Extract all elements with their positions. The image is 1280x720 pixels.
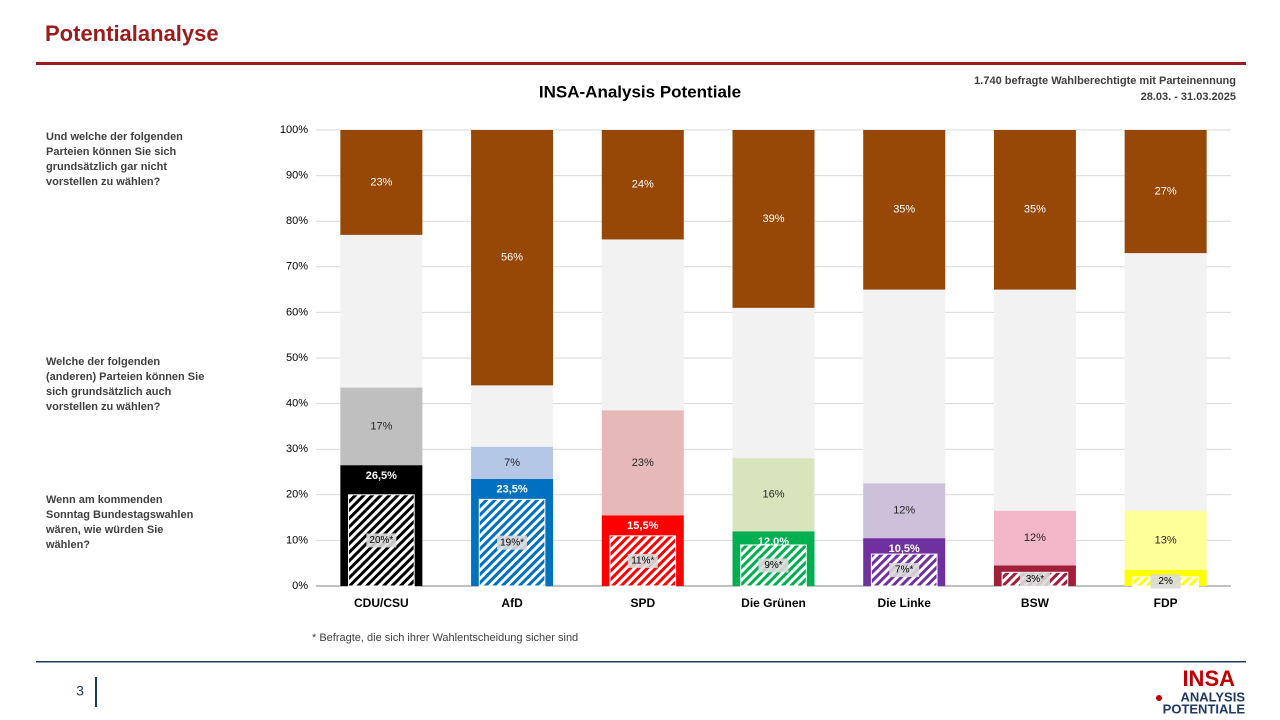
y-tick-label: 10% [286,534,308,546]
value-label: 12% [1024,532,1046,544]
value-label: 17% [370,420,392,432]
value-label: 56% [501,252,523,264]
title-rule [36,62,1246,65]
x-tick-label: BSW [1021,596,1050,610]
value-label: 16% [762,489,784,501]
y-tick-label: 70% [286,261,308,273]
bar-segment [340,130,423,235]
y-tick-label: 60% [286,306,308,318]
value-label: 23% [370,176,392,188]
page-bar [95,677,97,707]
y-tick-label: 20% [286,489,308,501]
value-label: 23% [632,457,654,469]
sure-label-bg [1019,572,1050,587]
value-label: 12% [893,505,915,517]
footer-rule [36,661,1246,663]
legend-text: Welche der folgenden (anderen) Parteien … [46,356,205,413]
sure-label-bg [889,563,920,578]
sure-bar [740,544,807,587]
value-label: 23,5% [496,484,527,496]
y-tick-label: 90% [286,170,308,182]
bar-segment [1124,130,1207,254]
x-tick-label: AfD [501,596,523,610]
sure-label: 7%* [895,565,913,576]
y-tick-label: 30% [286,443,308,455]
bar-segment [732,458,815,532]
logo-dot [1156,695,1162,701]
sure-label: 11%* [631,556,654,567]
note: 1.740 befragte Wahlberechtigte mit Parte… [974,75,1236,87]
note: 28.03. - 31.03.2025 [1141,91,1236,103]
value-label: 10,5% [889,543,920,555]
bar-segment [471,446,554,479]
value-label: 13% [1155,534,1177,546]
value-label: 7% [504,457,520,469]
logo: POTENTIALE [1163,701,1246,716]
y-tick-label: 40% [286,398,308,410]
bar-segment [471,130,554,386]
x-tick-label: Die Grünen [741,596,806,610]
sure-label: 19%* [500,537,524,548]
legend-text: Und welche der folgenden Parteien können… [46,131,183,188]
bar-segment [993,510,1076,566]
bar-segment [1124,510,1207,571]
bar-segment [340,387,423,466]
value-label: 27% [1155,185,1177,197]
value-label: 39% [762,213,784,225]
chart-title: INSA-Analysis Potentiale [539,82,741,101]
logo: INSA [1182,666,1235,691]
sure-label-bg [758,558,789,573]
sure-label-bg [366,533,397,548]
value-label: 35% [1024,204,1046,216]
sure-label: 2% [1158,576,1173,587]
bar-segment [732,130,815,308]
sure-label: 9%* [764,560,782,571]
y-tick-label: 80% [286,215,308,227]
bar-segment [993,130,1076,290]
x-tick-label: SPD [630,596,655,610]
x-tick-label: Die Linke [878,596,932,610]
page-number: 3 [76,683,84,699]
slide-title: Potentialanalyse [45,21,219,46]
bar-segment [601,130,684,240]
sure-label: 3%* [1026,574,1044,585]
bar-segment [863,130,946,290]
y-tick-label: 0% [292,580,308,592]
value-label: 15,5% [627,520,658,532]
x-tick-label: FDP [1154,596,1178,610]
x-tick-label: CDU/CSU [354,596,409,610]
bar-segment [863,483,946,539]
y-tick-label: 50% [286,352,308,364]
value-label: 35% [893,204,915,216]
sure-label-bg [627,553,658,568]
sure-label-bg [497,535,528,550]
footnote: * Befragte, die sich ihrer Wahlentscheid… [312,632,578,644]
bar-segment [601,410,684,516]
sure-label: 20%* [369,535,393,546]
y-tick-label: 100% [280,124,308,136]
logo: ANALYSIS [1180,689,1245,704]
legend-text: Wenn am kommenden Sonntag Bundestagswahl… [46,494,194,551]
value-label: 24% [632,179,654,191]
value-label: 26,5% [366,470,397,482]
sure-label-bg [1150,574,1181,589]
